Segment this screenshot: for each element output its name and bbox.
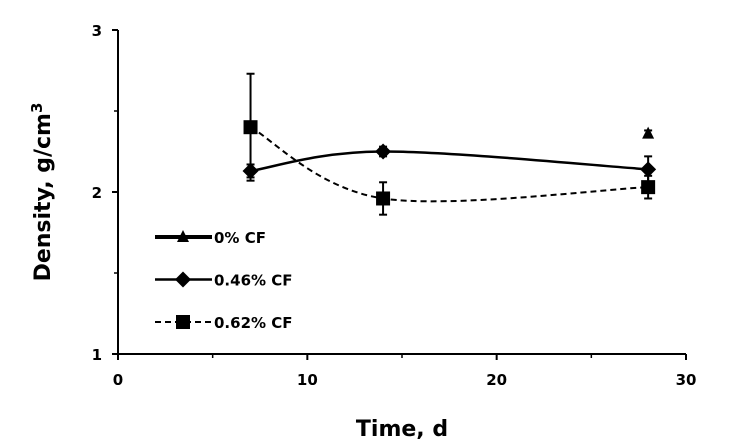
y-tick-label: 3 bbox=[92, 22, 102, 40]
legend-label-0-46-cf: 0.46% CF bbox=[214, 272, 293, 290]
y-tick-label: 1 bbox=[92, 346, 102, 364]
series-line-0-46-cf bbox=[250, 150, 649, 173]
data-point-0-46-cf bbox=[375, 143, 392, 160]
data-point-0-cf bbox=[642, 126, 655, 139]
x-tick-label: 10 bbox=[297, 371, 318, 389]
legend-label-0-62-cf: 0.62% CF bbox=[214, 314, 293, 332]
legend-marker-0-46-cf bbox=[175, 271, 191, 288]
data-point-0-62-cf bbox=[641, 180, 656, 195]
y-tick-label: 2 bbox=[92, 184, 102, 202]
x-axis-label: Time, d bbox=[356, 417, 448, 442]
legend-marker-0-cf bbox=[177, 230, 189, 242]
x-tick-label: 20 bbox=[486, 371, 507, 389]
data-point-0-62-cf bbox=[243, 120, 258, 135]
x-tick-label: 30 bbox=[676, 371, 697, 389]
data-point-0-46-cf bbox=[640, 161, 657, 178]
x-tick-label: 0 bbox=[113, 371, 123, 389]
data-point-0-62-cf bbox=[376, 191, 391, 206]
y-axis-label: Density, g/cm3 bbox=[28, 103, 56, 282]
y-axis-label-superscript: 3 bbox=[28, 103, 46, 113]
legend-label-0-cf: 0% CF bbox=[214, 229, 266, 247]
legend-marker-0-62-cf bbox=[176, 315, 190, 329]
series-line-0-62-cf bbox=[250, 126, 649, 203]
